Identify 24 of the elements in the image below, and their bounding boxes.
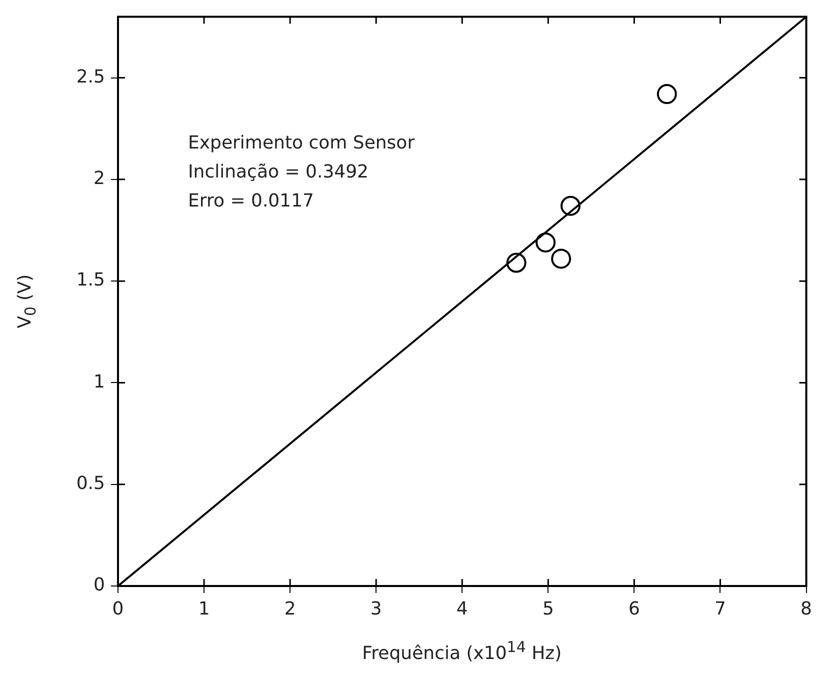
x-tick-label: 3 bbox=[370, 598, 382, 620]
annotation: Erro = 0.0117 bbox=[188, 190, 314, 212]
point bbox=[656, 84, 677, 104]
y-tick-label: 2.5 bbox=[76, 66, 105, 88]
y-tick-label: 0.5 bbox=[76, 473, 105, 494]
point bbox=[560, 196, 581, 216]
y-tick-label: 2 bbox=[94, 168, 105, 190]
x-tick-label: 0 bbox=[112, 598, 124, 620]
y-tick-label: 0 bbox=[94, 574, 105, 596]
annotation: Experimento com Sensor bbox=[188, 132, 416, 154]
x-tick-label: 6 bbox=[628, 598, 640, 620]
x-tick-label: 7 bbox=[714, 598, 726, 620]
point bbox=[551, 248, 572, 269]
point bbox=[506, 252, 526, 273]
x-tick-label: 2 bbox=[284, 598, 296, 620]
x-tick-label: 8 bbox=[800, 598, 812, 620]
x-tick-label: 1 bbox=[198, 598, 210, 620]
x-tick-label: 4 bbox=[456, 598, 468, 620]
x-tick-label: 5 bbox=[542, 598, 554, 620]
y-tick-label: 1 bbox=[94, 371, 105, 392]
annotation: Inclinação = 0.3492 bbox=[188, 161, 369, 182]
y-tick-label: 1.5 bbox=[76, 270, 105, 291]
point bbox=[536, 232, 556, 252]
x-axis-title: Frequência (x10$^{14}$ Hz) bbox=[362, 638, 562, 664]
